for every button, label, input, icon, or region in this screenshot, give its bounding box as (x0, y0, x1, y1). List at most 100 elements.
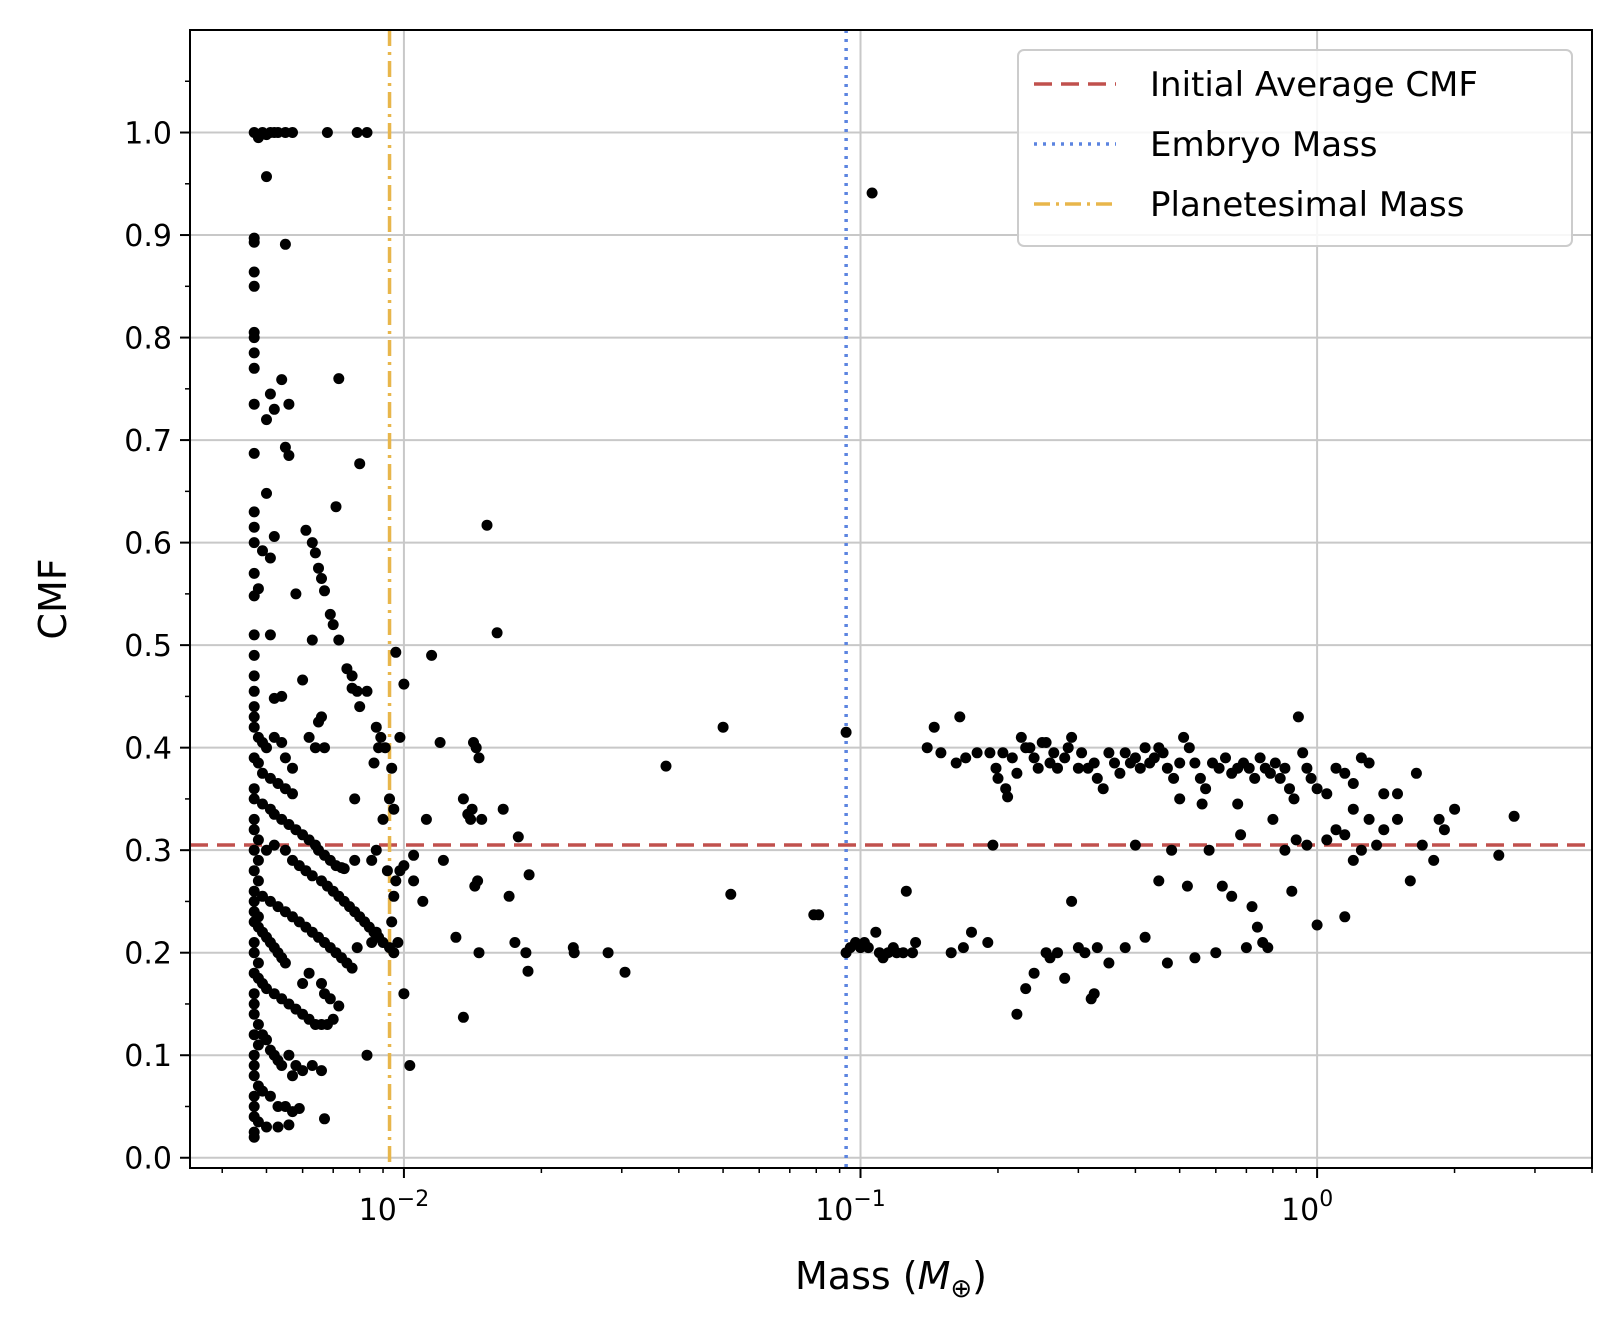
scatter-point (252, 1019, 264, 1030)
scatter-point (992, 772, 1004, 784)
scatter-point (404, 1060, 416, 1071)
scatter-point (248, 813, 260, 825)
scatter-point (248, 567, 260, 579)
scatter-point (394, 731, 406, 743)
scatter-point (392, 937, 404, 948)
scatter-point (1240, 942, 1252, 954)
scatter-point (1066, 895, 1078, 907)
scatter-point (434, 737, 446, 748)
scatter-point (897, 947, 909, 959)
scatter-point (349, 854, 361, 866)
scatter-point (1330, 824, 1342, 836)
scatter-point (1347, 803, 1359, 815)
x-tick-label-exponent: 0 (1319, 1187, 1333, 1212)
scatter-point (1119, 747, 1131, 759)
scatter-point (1216, 880, 1228, 892)
scatter-point (248, 1060, 260, 1071)
scatter-point (248, 711, 260, 723)
scatter-point (1416, 839, 1428, 851)
scatter-point (1114, 767, 1126, 779)
scatter-point (248, 1049, 260, 1061)
scatter-point (264, 552, 276, 564)
scatter-point (1311, 783, 1323, 795)
scatter-point (264, 629, 276, 641)
scatter-point (984, 747, 996, 759)
scatter-point (1139, 742, 1151, 754)
scatter-point (987, 839, 999, 851)
scatter-point (248, 824, 260, 836)
scatter-point (1194, 772, 1206, 784)
scatter-point (316, 573, 327, 584)
scatter-point (1339, 829, 1351, 841)
y-tick-label: 1.0 (124, 117, 172, 152)
scatter-point (248, 236, 260, 248)
scatter-point (248, 332, 260, 344)
scatter-point (1015, 731, 1027, 743)
scatter-point (1220, 752, 1231, 764)
scatter-point (327, 1013, 339, 1025)
scatter-point (248, 347, 260, 359)
scatter-point (1024, 742, 1036, 754)
scatter-point (313, 716, 324, 728)
scatter-point (1438, 824, 1450, 836)
scatter-point (457, 793, 469, 805)
scatter-point (366, 937, 378, 948)
scatter-point (388, 890, 400, 902)
scatter-point (1508, 810, 1520, 822)
x-axis-ticks: 10−2 10−1 100 (221, 1168, 1593, 1228)
scatter-point (388, 947, 400, 959)
scatter-point (1262, 942, 1274, 954)
scatter-point (1378, 824, 1390, 836)
scatter-point (509, 937, 521, 948)
scatter-point (1203, 844, 1215, 856)
scatter-point (398, 988, 410, 1000)
scatter-point (248, 865, 260, 877)
scatter-point (1091, 942, 1103, 954)
scatter-point (954, 711, 966, 723)
scatter-point (1297, 747, 1309, 759)
scatter-point (602, 947, 614, 959)
scatter-point (1011, 767, 1023, 779)
scatter-point (324, 993, 336, 1005)
scatter-point (966, 926, 977, 938)
scatter-point (900, 885, 912, 897)
scatter-point (261, 844, 272, 856)
scatter-point (1079, 947, 1091, 959)
scatter-point (1020, 983, 1032, 995)
scatter-point (1091, 772, 1103, 784)
scatter-point (361, 1049, 373, 1061)
scatter-point (1288, 793, 1300, 805)
scatter-point (1269, 757, 1281, 769)
scatter-point (248, 1090, 260, 1102)
scatter-point (1267, 813, 1279, 825)
x-tick-label-base: 10 (359, 1193, 397, 1228)
scatter-point (261, 742, 272, 754)
scatter-point (1032, 762, 1044, 774)
scatter-point (1433, 813, 1445, 825)
scatter-point (333, 1000, 345, 1012)
scatter-point (327, 619, 339, 631)
scatter-point (283, 398, 295, 410)
scatter-point (257, 798, 268, 810)
scatter-point (1301, 762, 1313, 774)
scatter-point (248, 362, 260, 374)
x-tick-label: 100 (1281, 1187, 1333, 1228)
scatter-point (1264, 767, 1276, 779)
scatter-point (276, 1060, 288, 1071)
scatter-point (945, 947, 957, 959)
scatter-point (276, 374, 288, 386)
scatter-point (248, 280, 260, 292)
scatter-point (491, 627, 503, 639)
scatter-point (1232, 798, 1244, 810)
scatter-point (252, 1116, 264, 1128)
scatter-point (306, 870, 318, 882)
scatter-point (1210, 947, 1222, 959)
scatter-point (1196, 798, 1208, 810)
scatter-point (264, 1090, 276, 1102)
scatter-point (309, 547, 321, 559)
x-tick-label-exponent: −2 (397, 1187, 429, 1212)
scatter-point (1002, 791, 1014, 803)
scatter-point (268, 531, 280, 542)
scatter-point (1000, 783, 1012, 795)
